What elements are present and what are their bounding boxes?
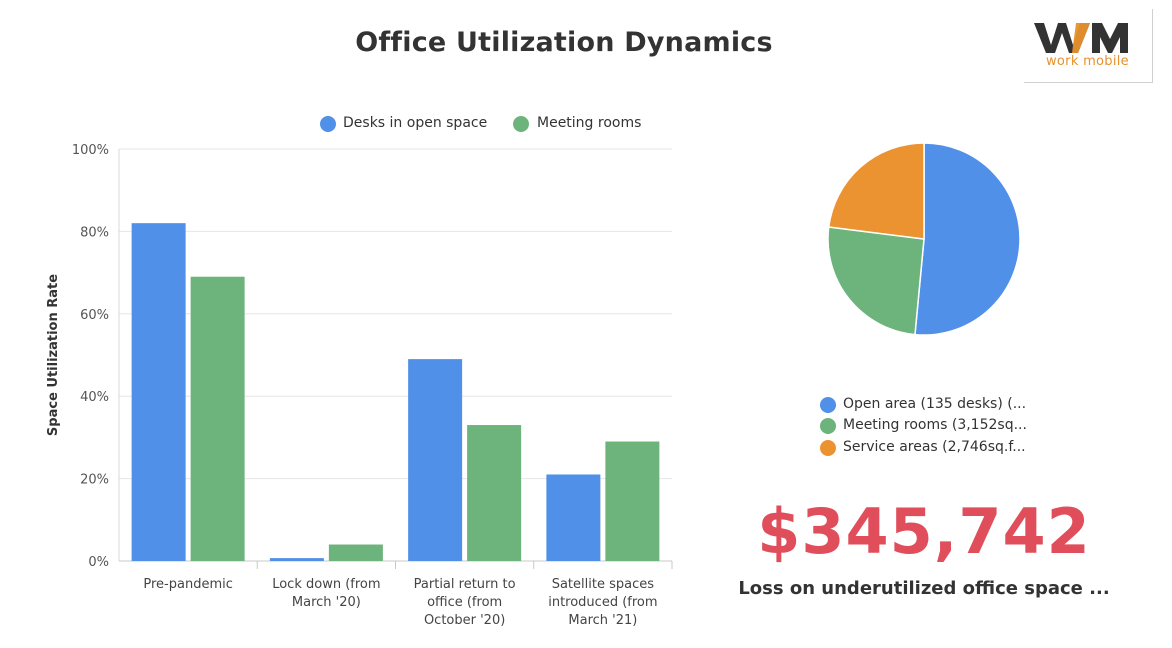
pie-legend-dot-service-areas bbox=[820, 440, 836, 456]
pie-legend-label-meeting-rooms[interactable]: Meeting rooms (3,152sq... bbox=[843, 417, 1027, 433]
bar-desks[interactable] bbox=[131, 223, 186, 561]
dashboard-title: Office Utilization Dynamics bbox=[355, 27, 773, 58]
pie-legend-dot-open-area bbox=[820, 397, 836, 413]
kpi-label: Loss on underutilized office space ... bbox=[738, 578, 1110, 599]
bar-meeting-rooms[interactable] bbox=[328, 544, 383, 561]
x-tick-label: March '20) bbox=[292, 595, 361, 610]
pie-legend-dot-meeting-rooms bbox=[820, 418, 836, 434]
x-tick-label: Satellite spaces bbox=[552, 577, 655, 592]
brand-logo: work mobile bbox=[1024, 9, 1153, 83]
y-tick-label: 40% bbox=[80, 390, 109, 405]
x-tick-label: Partial return to bbox=[414, 577, 516, 592]
x-tick-label: office (from bbox=[427, 595, 502, 610]
bar-meeting-rooms[interactable] bbox=[605, 441, 660, 561]
legend-dot-desks bbox=[320, 116, 336, 132]
bar-desks[interactable] bbox=[408, 359, 463, 561]
pie-legend-label-open-area[interactable]: Open area (135 desks) (... bbox=[843, 396, 1027, 412]
legend-label-desks[interactable]: Desks in open space bbox=[343, 115, 488, 131]
x-tick-label: March '21) bbox=[568, 613, 637, 628]
logo-mark-icon bbox=[1034, 23, 1128, 53]
pie-slice-open-area[interactable] bbox=[914, 142, 1021, 336]
pie-legend-label-service-areas[interactable]: Service areas (2,746sq.f... bbox=[843, 439, 1026, 455]
logo-subtitle: work mobile bbox=[1046, 54, 1129, 69]
y-tick-label: 0% bbox=[88, 555, 109, 570]
bar-meeting-rooms[interactable] bbox=[190, 276, 245, 561]
y-axis-label: Space Utilization Rate bbox=[46, 274, 61, 436]
bar-chart: Space Utilization Rate 0% 20% 40% 60% 80% 100… bbox=[46, 143, 673, 628]
legend-dot-meeting bbox=[513, 116, 529, 132]
y-tick-label: 100% bbox=[72, 143, 109, 158]
pie-slice-service-areas[interactable] bbox=[827, 142, 925, 240]
y-tick-label: 80% bbox=[80, 225, 109, 240]
x-tick-label: Lock down (from bbox=[272, 577, 380, 592]
pie-slice-meeting-rooms[interactable] bbox=[827, 226, 925, 336]
x-tick-label: Pre-pandemic bbox=[143, 577, 233, 592]
y-tick-label: 60% bbox=[80, 308, 109, 323]
pie-chart bbox=[827, 142, 1021, 336]
x-tick-label: October '20) bbox=[424, 613, 505, 628]
kpi-value: $345,742 bbox=[757, 495, 1091, 568]
bar-desks[interactable] bbox=[546, 474, 601, 561]
legend-label-meeting[interactable]: Meeting rooms bbox=[537, 115, 642, 131]
x-tick-label: introduced (from bbox=[548, 595, 657, 610]
bar-desks[interactable] bbox=[269, 558, 324, 561]
y-tick-label: 20% bbox=[80, 473, 109, 488]
bar-meeting-rooms[interactable] bbox=[467, 425, 522, 561]
